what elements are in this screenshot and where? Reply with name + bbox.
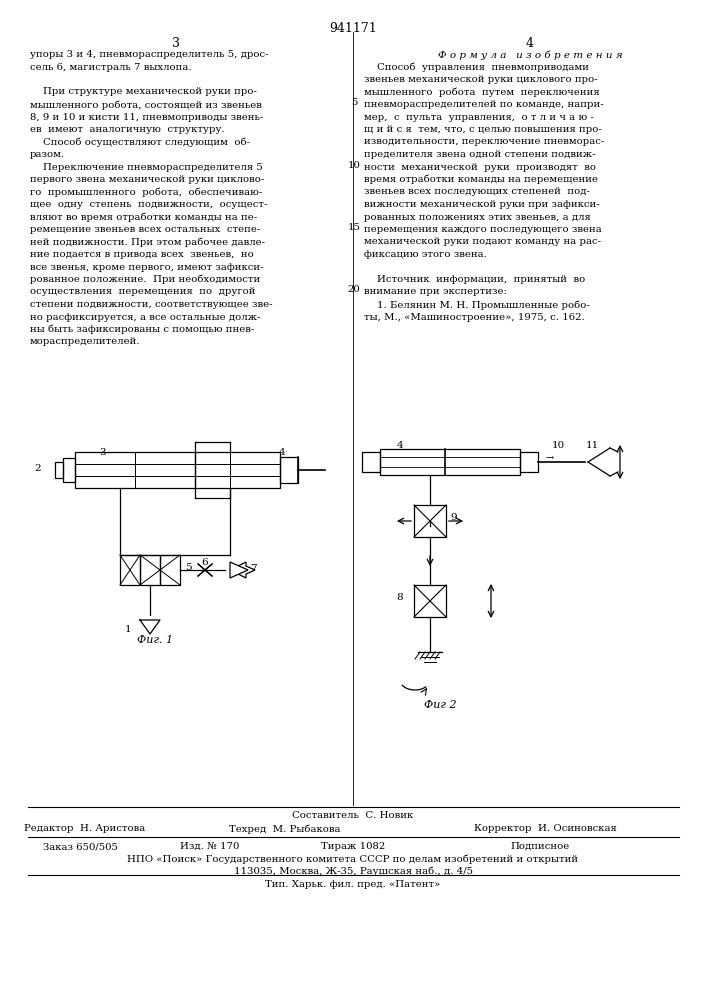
Text: ней подвижности. При этом рабочее давле-: ней подвижности. При этом рабочее давле-	[30, 237, 265, 247]
Text: ев  имеют  аналогичную  структуру.: ев имеют аналогичную структуру.	[30, 125, 225, 134]
Text: →: →	[546, 454, 554, 463]
Text: ремещение звеньев всех остальных  степе-: ремещение звеньев всех остальных степе-	[30, 225, 260, 234]
Text: При структуре механической руки про-: При структуре механической руки про-	[30, 88, 257, 97]
Text: 3: 3	[100, 448, 106, 457]
Text: НПО «Поиск» Государственного комитета СССР по делам изобретений и открытий: НПО «Поиск» Государственного комитета СС…	[127, 854, 578, 863]
Text: 10: 10	[551, 441, 565, 450]
Bar	[63, 458, 75, 482]
Text: звеньев механической руки циклового про-: звеньев механической руки циклового про-	[364, 75, 597, 84]
Text: 11: 11	[585, 441, 599, 450]
Bar	[280, 457, 298, 483]
Text: ние подается в привода всех  звеньев,  но: ние подается в привода всех звеньев, но	[30, 250, 254, 259]
Text: 2: 2	[35, 464, 41, 473]
Bar	[414, 585, 446, 617]
Text: но расфиксируется, а все остальные долж-: но расфиксируется, а все остальные долж-	[30, 312, 260, 322]
Text: вижности механической руки при зафикси-: вижности механической руки при зафикси-	[364, 200, 600, 209]
Text: мышленного робота, состоящей из звеньев: мышленного робота, состоящей из звеньев	[30, 100, 262, 109]
Text: разом.: разом.	[30, 150, 65, 159]
Bar	[362, 452, 380, 472]
Text: все звенья, кроме первого, имеют зафикси-: все звенья, кроме первого, имеют зафикси…	[30, 262, 264, 271]
Text: 4: 4	[279, 448, 286, 457]
Text: Изд. № 170: Изд. № 170	[180, 842, 240, 851]
Text: мер,  с  пульта  управления,  о т л и ч а ю -: мер, с пульта управления, о т л и ч а ю …	[364, 112, 594, 121]
Text: ности  механической  руки  производят  во: ности механической руки производят во	[364, 162, 596, 172]
Text: Фиг. 1: Фиг. 1	[137, 635, 173, 645]
Text: вляют во время отработки команды на пе-: вляют во время отработки команды на пе-	[30, 213, 257, 222]
Text: пневмораспределителей по команде, напри-: пневмораспределителей по команде, напри-	[364, 100, 604, 109]
Text: 20: 20	[348, 286, 361, 294]
Text: 1. Белянин М. Н. Промышленные робо-: 1. Белянин М. Н. Промышленные робо-	[364, 300, 590, 310]
Polygon shape	[230, 562, 248, 578]
Text: Источник  информации,  принятый  во: Источник информации, принятый во	[364, 275, 585, 284]
Text: 15: 15	[348, 223, 361, 232]
Text: Корректор  И. Осиновская: Корректор И. Осиновская	[474, 824, 617, 833]
Text: мораспределителей.: мораспределителей.	[30, 338, 141, 347]
Bar	[414, 505, 446, 537]
Text: время отработки команды на перемещение: время отработки команды на перемещение	[364, 175, 598, 184]
Text: ты, М., «Машиностроение», 1975, с. 162.: ты, М., «Машиностроение», 1975, с. 162.	[364, 312, 585, 322]
Text: щее  одну  степень  подвижности,  осущест-: щее одну степень подвижности, осущест-	[30, 200, 267, 209]
Text: пределителя звена одной степени подвиж-: пределителя звена одной степени подвиж-	[364, 150, 595, 159]
Text: рованное положение.  При необходимости: рованное положение. При необходимости	[30, 275, 260, 284]
Bar	[195, 452, 280, 488]
Text: Составитель  С. Новик: Составитель С. Новик	[293, 811, 414, 820]
Text: 10: 10	[348, 160, 361, 169]
Text: первого звена механической руки циклово-: первого звена механической руки циклово-	[30, 175, 264, 184]
Text: мышленного  робота  путем  переключения: мышленного робота путем переключения	[364, 88, 600, 97]
Text: Способ осуществляют следующим  об-: Способ осуществляют следующим об-	[30, 137, 250, 147]
Text: осуществления  перемещения  по  другой: осуществления перемещения по другой	[30, 288, 255, 296]
Bar	[380, 449, 520, 475]
Text: Тип. Харьк. фил. пред. «Патент»: Тип. Харьк. фил. пред. «Патент»	[265, 880, 440, 889]
Text: механической руки подают команду на рас-: механической руки подают команду на рас-	[364, 237, 601, 246]
Bar	[75, 452, 195, 488]
Text: 941171: 941171	[329, 22, 377, 35]
Text: 113035, Москва, Ж-35, Раушская наб., д. 4/5: 113035, Москва, Ж-35, Раушская наб., д. …	[233, 866, 472, 876]
Text: Способ  управления  пневмоприводами: Способ управления пневмоприводами	[364, 62, 589, 72]
Text: сель 6, магистраль 7 выхлопа.: сель 6, магистраль 7 выхлопа.	[30, 62, 192, 72]
Text: Подписное: Подписное	[510, 842, 570, 851]
Text: рованных положениях этих звеньев, а для: рованных положениях этих звеньев, а для	[364, 213, 591, 222]
Text: 5: 5	[185, 562, 192, 572]
Bar	[520, 452, 538, 472]
Text: 4: 4	[397, 441, 403, 450]
Text: ны быть зафиксированы с помощью пнев-: ны быть зафиксированы с помощью пнев-	[30, 325, 255, 334]
Text: 3: 3	[172, 37, 180, 50]
Text: го  промышленного  робота,  обеспечиваю-: го промышленного робота, обеспечиваю-	[30, 188, 262, 197]
Text: 5: 5	[351, 98, 357, 107]
Text: внимание при экспертизе:: внимание при экспертизе:	[364, 288, 507, 296]
Text: 4: 4	[526, 37, 534, 50]
Bar	[140, 555, 160, 585]
Polygon shape	[230, 562, 255, 578]
Text: Тираж 1082: Тираж 1082	[321, 842, 385, 851]
Text: щ и й с я  тем, что, с целью повышения про-: щ и й с я тем, что, с целью повышения пр…	[364, 125, 602, 134]
Text: 6: 6	[201, 558, 209, 567]
Text: звеньев всех последующих степеней  под-: звеньев всех последующих степеней под-	[364, 188, 590, 196]
Text: 8: 8	[397, 593, 403, 602]
Bar	[160, 555, 180, 585]
Text: Ф о р м у л а   и з о б р е т е н и я: Ф о р м у л а и з о б р е т е н и я	[438, 50, 622, 60]
Text: степени подвижности, соответствующее зве-: степени подвижности, соответствующее зве…	[30, 300, 272, 309]
Text: фиксацию этого звена.: фиксацию этого звена.	[364, 250, 487, 259]
Text: 7: 7	[250, 564, 257, 573]
Bar	[120, 555, 140, 585]
Text: упоры 3 и 4, пневмораспределитель 5, дрос-: упоры 3 и 4, пневмораспределитель 5, дро…	[30, 50, 269, 59]
Text: Заказ 650/505: Заказ 650/505	[42, 842, 117, 851]
Text: Редактор  Н. Аристова: Редактор Н. Аристова	[24, 824, 146, 833]
Bar	[55, 462, 63, 478]
Text: перемещения каждого последующего звена: перемещения каждого последующего звена	[364, 225, 602, 234]
Text: 9: 9	[450, 514, 457, 522]
Text: Техред  М. Рыбакова: Техред М. Рыбакова	[229, 824, 341, 834]
Text: 8, 9 и 10 и кисти 11, пневмоприводы звень-: 8, 9 и 10 и кисти 11, пневмоприводы звен…	[30, 112, 263, 121]
Text: Переключение пневмораспределителя 5: Переключение пневмораспределителя 5	[30, 162, 263, 172]
Text: 1: 1	[124, 625, 132, 634]
Text: Фиг 2: Фиг 2	[423, 700, 456, 710]
Text: изводительности, переключение пневморас-: изводительности, переключение пневморас-	[364, 137, 604, 146]
